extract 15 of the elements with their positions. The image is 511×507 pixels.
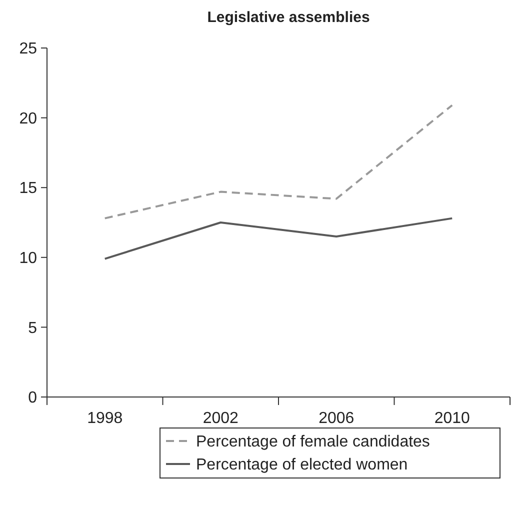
x-tick-label: 1998: [87, 410, 123, 427]
x-tick-label: 2002: [202, 410, 239, 427]
line-series: [104, 104, 454, 220]
y-tick-label: 20: [19, 110, 38, 128]
x-tick-label: 2010: [434, 410, 470, 427]
y-tick-label: 25: [19, 40, 38, 58]
y-tick-label: 0: [28, 390, 38, 407]
legend-label: Percentage of female candidates: [196, 434, 430, 451]
legend-label: Percentage of elected women: [196, 456, 408, 474]
line-series: [104, 217, 454, 260]
y-tick-label: 10: [19, 250, 38, 267]
chart-title: Legislative assemblies: [207, 9, 370, 26]
y-tick-label: 15: [19, 180, 38, 198]
y-tick-label: 5: [28, 320, 38, 337]
x-tick-label: 2006: [318, 410, 354, 427]
